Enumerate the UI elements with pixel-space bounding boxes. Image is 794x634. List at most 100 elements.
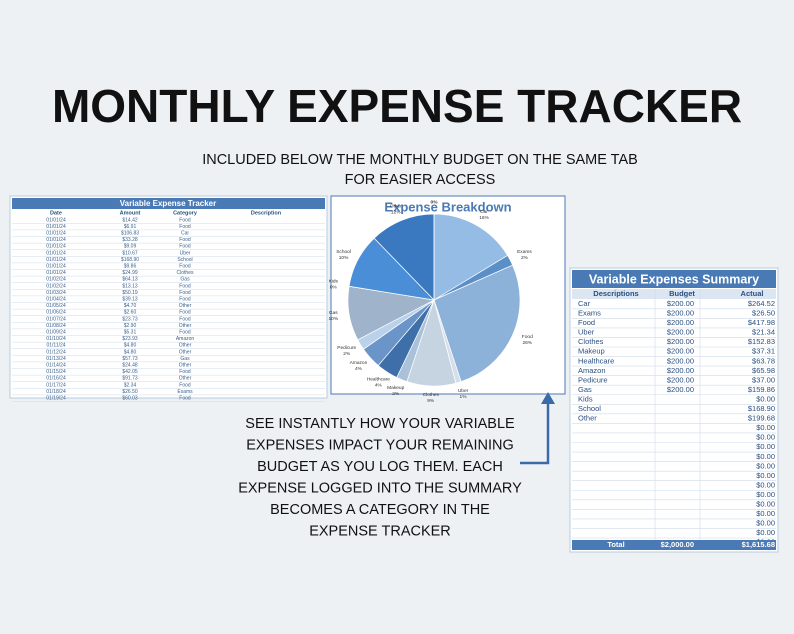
cell: Food bbox=[578, 318, 595, 327]
cell: $2.34 bbox=[124, 382, 137, 388]
cell: 01/04/24 bbox=[46, 297, 66, 303]
cell: $200.00 bbox=[667, 337, 694, 346]
cell: $65.98 bbox=[752, 366, 775, 375]
slice-percent: 4% bbox=[355, 366, 363, 372]
cell: $50.19 bbox=[122, 290, 138, 296]
cell: Food bbox=[179, 396, 191, 402]
cell: 01/12/24 bbox=[46, 349, 66, 355]
tracker-header bbox=[12, 198, 325, 209]
cell: $10.67 bbox=[122, 250, 138, 256]
cell: $168.90 bbox=[748, 404, 775, 413]
cell: $14.42 bbox=[122, 217, 138, 223]
cell: Gas bbox=[180, 277, 190, 283]
cell: 01/01/24 bbox=[46, 217, 66, 223]
cell: Pedicure bbox=[578, 375, 608, 384]
callout-line: EXPENSE LOGGED INTO THE SUMMARY bbox=[238, 480, 522, 496]
cell: 01/05/24 bbox=[46, 303, 66, 309]
slice-percent: 9% bbox=[427, 398, 435, 404]
cell: 01/19/24 bbox=[46, 396, 66, 402]
slice-percent: 0% bbox=[431, 199, 439, 205]
cell: Exams bbox=[177, 389, 193, 395]
cell: $0.00 bbox=[756, 480, 775, 489]
cell: Gas bbox=[180, 356, 190, 362]
slice-label: Healthcare bbox=[367, 376, 391, 382]
total-cell: $1,615.68 bbox=[742, 540, 775, 549]
cell: $63.78 bbox=[752, 356, 775, 365]
arrow-head bbox=[541, 392, 555, 404]
column-header: Amount bbox=[120, 210, 141, 216]
subtitle: FOR EASIER ACCESS bbox=[345, 172, 496, 188]
summary-header bbox=[572, 270, 776, 288]
cell: 01/02/24 bbox=[46, 277, 66, 283]
cell: 01/14/24 bbox=[46, 363, 66, 369]
total-row bbox=[572, 540, 776, 550]
cell: $42.05 bbox=[122, 369, 138, 375]
slice-percent: 16% bbox=[479, 215, 489, 221]
cell: $0.00 bbox=[756, 461, 775, 470]
cell: Food bbox=[179, 264, 191, 270]
cell: Food bbox=[179, 382, 191, 388]
slice-percent: 2% bbox=[521, 255, 529, 261]
slice-label: Amazon bbox=[350, 360, 368, 366]
tracker-title: Variable Expense Tracker bbox=[120, 199, 217, 208]
cell: Food bbox=[179, 297, 191, 303]
summary-panel bbox=[569, 267, 779, 553]
cell: 01/18/24 bbox=[46, 389, 66, 395]
cell: 01/01/24 bbox=[46, 250, 66, 256]
cell: Other bbox=[179, 343, 192, 349]
cell: 01/15/24 bbox=[46, 369, 66, 375]
cell: 01/10/24 bbox=[46, 336, 66, 342]
cell: $106.83 bbox=[121, 231, 139, 237]
column-header: Descriptions bbox=[593, 289, 638, 298]
cell: 01/08/24 bbox=[46, 323, 66, 329]
slice-percent: 12% bbox=[391, 209, 401, 215]
cell: $23.93 bbox=[122, 336, 138, 342]
cell: $24.48 bbox=[122, 363, 138, 369]
cell: $0.00 bbox=[756, 509, 775, 518]
cell: $4.80 bbox=[124, 343, 137, 349]
slice-label: Uber bbox=[458, 388, 469, 394]
cell: Food bbox=[179, 316, 191, 322]
cell: Food bbox=[179, 290, 191, 296]
cell: Car bbox=[181, 231, 189, 237]
cell: Clothes bbox=[578, 337, 604, 346]
slice-label: Makeup bbox=[387, 385, 404, 391]
column-header: Budget bbox=[669, 289, 695, 298]
cell: $0.00 bbox=[756, 452, 775, 461]
cell: $200.00 bbox=[667, 366, 694, 375]
cell: Makeup bbox=[578, 347, 605, 356]
cell: Amazon bbox=[176, 336, 195, 342]
total-cell: $2,000.00 bbox=[661, 540, 694, 549]
cell: $9.09 bbox=[124, 244, 137, 250]
cell: $39.13 bbox=[122, 297, 138, 303]
cell: $6.91 bbox=[124, 224, 137, 230]
cell: Food bbox=[179, 369, 191, 375]
cell: Clothes bbox=[177, 270, 194, 276]
callout-line: EXPENSES IMPACT YOUR REMAINING bbox=[246, 437, 514, 453]
cell: $0.00 bbox=[756, 433, 775, 442]
total-cell: Total bbox=[607, 540, 624, 549]
cell: Gas bbox=[578, 385, 592, 394]
cell: $24.99 bbox=[122, 270, 138, 276]
slice-percent: 1% bbox=[460, 394, 468, 400]
cell: $200.00 bbox=[667, 385, 694, 394]
cell: $200.00 bbox=[667, 299, 694, 308]
cell: $21.34 bbox=[752, 328, 775, 337]
cell: $0.00 bbox=[756, 442, 775, 451]
cell: Amazon bbox=[578, 366, 606, 375]
cell: Food bbox=[179, 283, 191, 289]
cell: $0.00 bbox=[756, 394, 775, 403]
cell: $13.13 bbox=[122, 283, 138, 289]
cell: $200.00 bbox=[667, 347, 694, 356]
cell: $168.90 bbox=[121, 257, 139, 263]
cell: $33.28 bbox=[122, 237, 138, 243]
cell: Food bbox=[179, 237, 191, 243]
cell: Healthcare bbox=[578, 356, 614, 365]
cell: Uber bbox=[578, 328, 595, 337]
cell: $5.31 bbox=[124, 330, 137, 336]
column-header: Date bbox=[50, 210, 62, 216]
slice-label: Clothes bbox=[423, 392, 440, 398]
cell: $264.52 bbox=[748, 299, 775, 308]
cell: 01/02/24 bbox=[46, 283, 66, 289]
